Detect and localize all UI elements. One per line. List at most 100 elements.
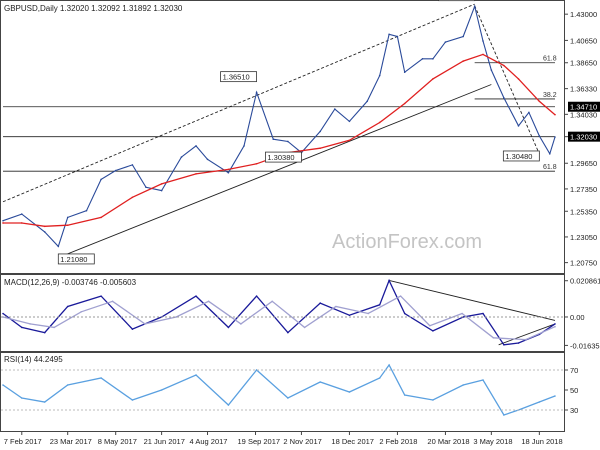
x-tick-label: 2 Nov 2017 (283, 437, 321, 446)
ma55-point (160, 183, 163, 185)
macd-point (378, 304, 381, 306)
macd-point (554, 323, 556, 325)
signal-point (175, 316, 178, 318)
x-tick-label: 18 Dec 2017 (331, 437, 374, 446)
close-point (287, 140, 289, 143)
signal-point (367, 312, 370, 315)
ma55-point (20, 222, 23, 224)
close-point (366, 100, 368, 103)
close-point (43, 231, 46, 233)
ma55-point (462, 60, 464, 62)
y-tick-label: 1.40650 (570, 36, 597, 45)
price-annotation-box (502, 150, 540, 162)
rsi-point (2, 384, 4, 386)
price-annotation: 1.30380 (267, 153, 294, 162)
trend-line (498, 323, 556, 346)
signal-point (524, 338, 527, 341)
y-tick-label: 0.020861 (570, 277, 600, 286)
rsi-point (319, 381, 322, 383)
price-annotation-box (220, 71, 257, 83)
close-point (538, 135, 541, 137)
level-label: 38.2 (543, 92, 557, 99)
macd-point (227, 326, 230, 329)
ma55-point (66, 224, 69, 227)
level-highlight-label: 1.34710 (570, 103, 597, 112)
signal-point (428, 324, 431, 327)
ma55-point (348, 139, 351, 142)
price-annotation-box (265, 151, 302, 163)
close-point (490, 69, 493, 71)
close-point (243, 145, 245, 147)
close-point (396, 35, 399, 38)
ma55-point (432, 78, 434, 80)
close-point (528, 111, 530, 114)
macd-point (131, 328, 134, 330)
signal-point (399, 295, 402, 297)
macd-point (195, 295, 197, 297)
signal-point (80, 310, 83, 313)
y-tick-label: 50 (570, 386, 578, 395)
rsi-title: RSI(14) 44.2495 (4, 355, 63, 364)
rsi-point (554, 395, 556, 397)
ma55-point (378, 121, 381, 124)
ma55-point (538, 100, 541, 103)
signal-point (492, 337, 495, 339)
close-point (334, 108, 336, 110)
watermark: ActionForex.com (332, 231, 482, 253)
x-tick-label: 18 Jun 2018 (521, 437, 562, 446)
rsi-point (538, 401, 541, 403)
close-point (100, 178, 102, 181)
close-point (114, 169, 117, 172)
signal-point (111, 300, 114, 303)
close-point (195, 145, 197, 147)
rsi-layer (1, 363, 564, 416)
y-tick-label: 1.36330 (570, 85, 597, 94)
close-point (319, 130, 322, 133)
close-point (206, 158, 209, 161)
price-annotation: 1.36510 (223, 73, 250, 82)
rsi-point (462, 384, 464, 386)
rsi-panel (0, 352, 565, 432)
y-tick-highlight (568, 131, 600, 142)
close-point (348, 120, 351, 123)
macd-point (388, 279, 390, 282)
close-point (145, 186, 147, 189)
close-point (85, 209, 88, 212)
rsi-point (43, 401, 46, 403)
macd-panel (0, 274, 565, 352)
fib-line-line (474, 5, 540, 155)
rsi-point (378, 377, 381, 379)
signal-point (53, 326, 55, 329)
level-label: 61.8 (543, 164, 557, 171)
signal-point (271, 300, 274, 303)
y-tick-label: 1.25350 (570, 207, 597, 216)
y-tick-label: 1.38650 (570, 59, 597, 68)
rsi-point (432, 399, 434, 401)
price-annotation: 1.21080 (60, 255, 87, 264)
x-tick-label: 3 May 2018 (473, 437, 512, 446)
rsi-point (255, 369, 258, 371)
close-point (255, 91, 258, 94)
y-tick-label: 1.23050 (570, 233, 597, 242)
y-tick-label: 0.00 (570, 313, 585, 322)
level-highlight (568, 101, 600, 112)
macd-point (348, 314, 351, 317)
ma55-point (403, 102, 406, 105)
y-tick-label: 30 (570, 406, 578, 415)
ma55-point (195, 173, 197, 175)
ma55-point (131, 196, 134, 199)
close-point (57, 245, 60, 248)
rsi-point (100, 377, 102, 379)
signal-point (335, 305, 337, 308)
ma55-point (227, 168, 230, 171)
close-point (554, 136, 556, 138)
signal-point (240, 323, 242, 325)
close-point (2, 219, 4, 222)
rsi-point (403, 394, 406, 396)
x-tick-label: 7 Feb 2017 (4, 437, 42, 446)
x-tick-label: 2 Feb 2018 (379, 437, 417, 446)
rsi-point (160, 389, 163, 391)
macd-point (319, 302, 322, 304)
close-point (482, 40, 484, 42)
